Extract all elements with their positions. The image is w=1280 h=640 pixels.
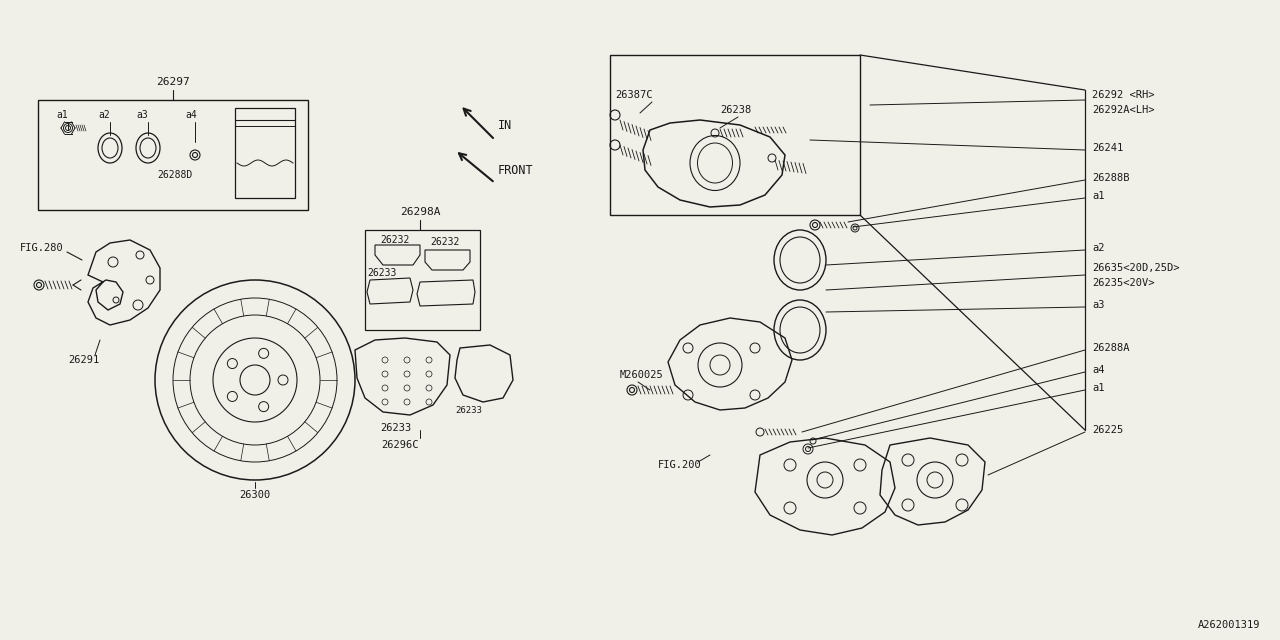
Text: 26233: 26233 bbox=[454, 406, 481, 415]
Text: 26232: 26232 bbox=[430, 237, 460, 247]
Text: 26233: 26233 bbox=[367, 268, 397, 278]
Text: 26300: 26300 bbox=[239, 490, 270, 500]
Text: a2: a2 bbox=[1092, 243, 1105, 253]
Bar bbox=[38, 100, 308, 210]
Text: FIG.280: FIG.280 bbox=[20, 243, 64, 253]
Text: a1: a1 bbox=[1092, 191, 1105, 201]
Text: 26238: 26238 bbox=[721, 105, 751, 115]
Text: 26288B: 26288B bbox=[1092, 173, 1129, 183]
Text: a2: a2 bbox=[99, 110, 110, 120]
Text: 26225: 26225 bbox=[1092, 425, 1124, 435]
Text: 26297: 26297 bbox=[156, 77, 189, 87]
Text: a3: a3 bbox=[1092, 300, 1105, 310]
Text: a4: a4 bbox=[1092, 365, 1105, 375]
Bar bbox=[236, 108, 294, 198]
Text: FRONT: FRONT bbox=[498, 163, 534, 177]
Text: 26241: 26241 bbox=[1092, 143, 1124, 153]
Bar bbox=[611, 55, 860, 215]
Text: IN: IN bbox=[498, 118, 512, 131]
Text: A262001319: A262001319 bbox=[1198, 620, 1260, 630]
Text: 26291: 26291 bbox=[68, 355, 100, 365]
Text: 26288D: 26288D bbox=[157, 170, 192, 180]
Text: a1: a1 bbox=[56, 110, 68, 120]
Text: 26298A: 26298A bbox=[399, 207, 440, 217]
Text: 26387C: 26387C bbox=[614, 90, 653, 100]
Text: 26635<20D,25D>: 26635<20D,25D> bbox=[1092, 263, 1179, 273]
Text: 26288A: 26288A bbox=[1092, 343, 1129, 353]
Text: a1: a1 bbox=[1092, 383, 1105, 393]
Text: M260025: M260025 bbox=[620, 370, 664, 380]
Text: 26235<20V>: 26235<20V> bbox=[1092, 278, 1155, 288]
Bar bbox=[365, 230, 480, 330]
Text: 26292A<LH>: 26292A<LH> bbox=[1092, 105, 1155, 115]
Text: 26233: 26233 bbox=[380, 423, 411, 433]
Text: 26292 <RH>: 26292 <RH> bbox=[1092, 90, 1155, 100]
Text: a4: a4 bbox=[186, 110, 197, 120]
Text: a3: a3 bbox=[136, 110, 148, 120]
Text: 26296C: 26296C bbox=[381, 440, 419, 450]
Text: FIG.200: FIG.200 bbox=[658, 460, 701, 470]
Text: 26232: 26232 bbox=[380, 235, 410, 245]
